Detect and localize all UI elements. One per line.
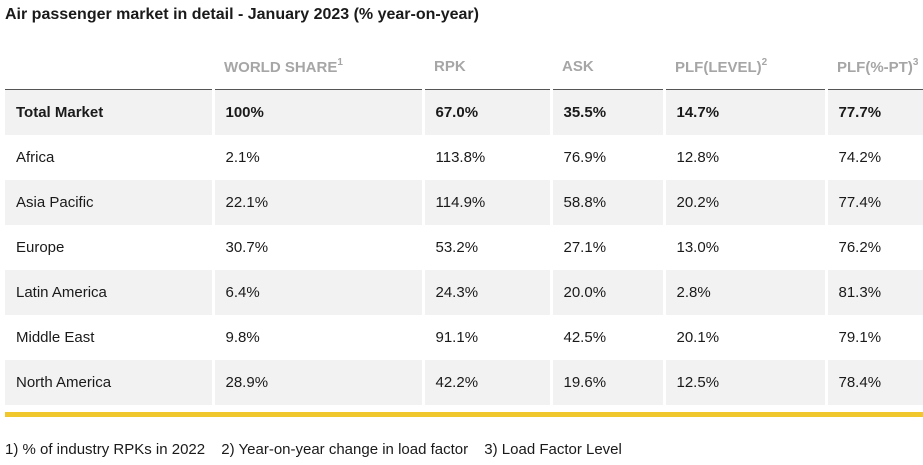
- region-cell: Total Market: [5, 89, 213, 135]
- plf-level-cell: 14.7%: [662, 89, 826, 135]
- footnote-3: 3) Load Factor Level: [484, 441, 622, 458]
- region-cell: Europe: [16, 239, 65, 256]
- world-share-cell: 100%: [211, 89, 423, 135]
- plf-pt-cell: 76.2%: [824, 225, 923, 270]
- column-header-rpk: RPK: [434, 58, 466, 75]
- plf-level-cell: 12.8%: [662, 135, 826, 180]
- world-share-cell: 28.9%: [211, 360, 423, 405]
- world-share-cell: 30.7%: [211, 225, 423, 270]
- table-row: North America 28.9% 42.2% 19.6% 12.5% 78…: [5, 360, 923, 405]
- ask-cell: 20.0%: [549, 270, 664, 315]
- column-header-plf-level: PLF(LEVEL)2: [675, 56, 768, 76]
- table-row: Asia Pacific 22.1% 114.9% 58.8% 20.2% 77…: [5, 180, 923, 225]
- rpk-cell: 67.0%: [421, 89, 551, 135]
- plf-level-cell: 20.2%: [662, 180, 826, 225]
- plf-pt-cell: 81.3%: [824, 270, 923, 315]
- plf-pt-cell: 79.1%: [824, 315, 923, 360]
- column-header-world-share: WORLD SHARE1: [224, 56, 343, 76]
- plf-pt-cell: 74.2%: [824, 135, 923, 180]
- region-cell: Latin America: [5, 270, 213, 315]
- ask-cell: 19.6%: [549, 360, 664, 405]
- world-share-cell: 22.1%: [211, 180, 423, 225]
- plf-pt-cell: 77.4%: [824, 180, 923, 225]
- world-share-cell: 6.4%: [211, 270, 423, 315]
- region-cell: Asia Pacific: [5, 180, 213, 225]
- plf-pt-cell: 78.4%: [824, 360, 923, 405]
- table-row-total-market: Total Market 100% 67.0% 35.5% 14.7% 77.7…: [5, 89, 923, 135]
- ask-cell: 27.1%: [549, 225, 664, 270]
- table-row: Latin America 6.4% 24.3% 20.0% 2.8% 81.3…: [5, 270, 923, 315]
- table-row: Europe 30.7% 53.2% 27.1% 13.0% 76.2%: [5, 225, 923, 270]
- column-header-plf-pt: PLF(%-PT)3: [837, 56, 919, 76]
- column-header-ask: ASK: [562, 58, 594, 75]
- region-cell: Africa: [16, 149, 55, 166]
- plf-level-cell: 13.0%: [662, 225, 826, 270]
- footnote-1: 1) % of industry RPKs in 2022: [5, 441, 206, 458]
- ask-cell: 76.9%: [549, 135, 664, 180]
- ask-cell: 35.5%: [549, 89, 664, 135]
- rpk-cell: 24.3%: [421, 270, 551, 315]
- rpk-cell: 53.2%: [421, 225, 551, 270]
- footnote-2: 2) Year-on-year change in load factor: [221, 441, 469, 458]
- ask-cell: 58.8%: [549, 180, 664, 225]
- plf-level-cell: 12.5%: [662, 360, 826, 405]
- ask-cell: 42.5%: [549, 315, 664, 360]
- world-share-cell: 9.8%: [211, 315, 423, 360]
- world-share-cell: 2.1%: [211, 135, 423, 180]
- footnotes: 1) % of industry RPKs in 2022 2) Year-on…: [5, 441, 634, 458]
- plf-level-cell: 20.1%: [662, 315, 826, 360]
- region-cell: North America: [5, 360, 213, 405]
- plf-level-cell: 2.8%: [662, 270, 826, 315]
- market-table: WORLD SHARE1 RPK ASK PLF(LEVEL)2 PLF(%-P…: [5, 44, 923, 405]
- rpk-cell: 113.8%: [421, 135, 551, 180]
- header-row: WORLD SHARE1 RPK ASK PLF(LEVEL)2 PLF(%-P…: [5, 44, 923, 90]
- table-row: Middle East 9.8% 91.1% 42.5% 20.1% 79.1%: [5, 315, 923, 360]
- rpk-cell: 114.9%: [421, 180, 551, 225]
- table-title: Air passenger market in detail - January…: [5, 6, 479, 23]
- rpk-cell: 42.2%: [421, 360, 551, 405]
- plf-pt-cell: 77.7%: [824, 89, 923, 135]
- column-header-region: [5, 44, 213, 90]
- accent-divider: [5, 412, 923, 417]
- rpk-cell: 91.1%: [421, 315, 551, 360]
- table-row: Africa 2.1% 113.8% 76.9% 12.8% 74.2%: [5, 135, 923, 180]
- region-cell: Middle East: [16, 329, 95, 346]
